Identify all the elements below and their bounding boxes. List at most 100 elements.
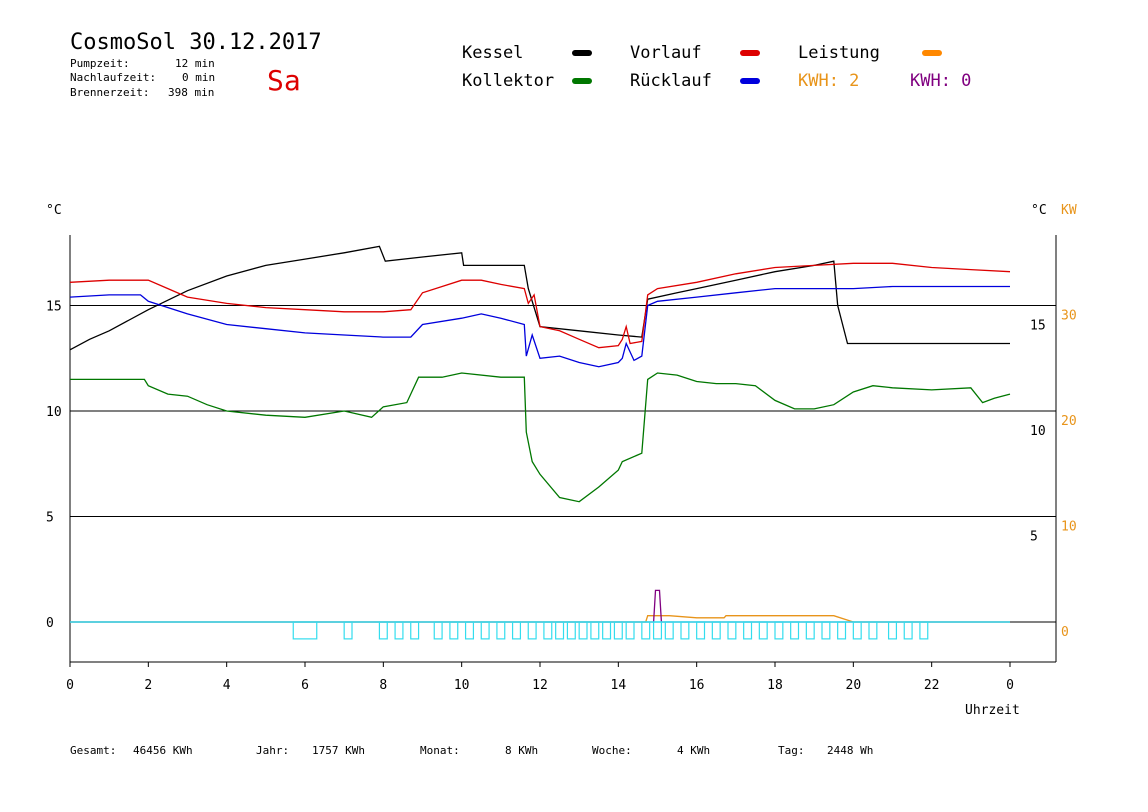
page-title: CosmoSol 30.12.2017 [70, 30, 322, 55]
pump-pulse [343, 621, 353, 640]
y-tick-left: 5 [46, 511, 54, 526]
footer-gesamt-label: Gesamt: [70, 744, 117, 757]
stat-pumpzeit-label: Pumpzeit: [70, 57, 130, 70]
x-tick-label: 16 [689, 678, 705, 693]
x-tick-label: 20 [846, 678, 862, 693]
pump-pulse [758, 621, 768, 640]
pump-pulse [378, 621, 388, 640]
pump-pulse [292, 621, 318, 640]
stat-brennerzeit-label: Brennerzeit: [70, 86, 150, 99]
pump-pulse [527, 621, 537, 640]
x-tick-label: 0 [66, 678, 74, 693]
legend-kwh1-label: KWH: 2 [798, 71, 860, 91]
x-tick-label: 2 [144, 678, 152, 693]
x-tick-label: 6 [301, 678, 309, 693]
pump-pulse [837, 621, 847, 640]
y-axis-label-left: °C [46, 203, 62, 218]
pump-pulse [464, 621, 475, 640]
y-tick-right-kw: 0 [1061, 625, 1069, 640]
series-line-kwh-0 [70, 589, 1010, 623]
legend-kessel-label: Kessel [462, 43, 524, 63]
pump-pulse [590, 621, 600, 640]
pump-pulse [790, 621, 800, 640]
pump-pulse [664, 621, 674, 640]
pump-pulse [652, 621, 663, 640]
series-line-kollektor [70, 372, 1011, 503]
legend-ruecklauf-label: Rücklauf [630, 71, 712, 91]
legend-kollektor-label: Kollektor [462, 71, 555, 91]
x-axis-label: Uhrzeit [965, 703, 1020, 718]
x-tick-label: 10 [454, 678, 470, 693]
y-tick-right-kw: 20 [1061, 414, 1077, 429]
pump-pulse [743, 621, 753, 640]
footer-monat-value: 8 KWh [505, 744, 539, 757]
legend-kessel-swatch [572, 50, 592, 56]
y-tick-left: 0 [46, 616, 54, 631]
y-tick-right: 10 [1030, 424, 1046, 439]
pump-pulse [805, 621, 815, 640]
x-tick-label: 0 [1006, 678, 1014, 693]
pump-pulse [496, 621, 506, 640]
pump-pulse [449, 621, 459, 640]
footer-jahr-label: Jahr: [256, 744, 290, 757]
pump-pulse [680, 621, 690, 640]
legend-vorlauf-label: Vorlauf [630, 43, 702, 63]
stat-nachlaufzeit-value: 0 min [182, 71, 216, 84]
footer-jahr-value: 1757 KWh [312, 744, 365, 757]
legend-leistung-label: Leistung [798, 43, 880, 63]
pump-pulse [919, 621, 929, 640]
pump-pulse [410, 621, 420, 640]
footer-woche-value: 4 KWh [677, 744, 711, 757]
legend-kwh2-label: KWH: 0 [910, 71, 972, 91]
pump-pulse [852, 621, 862, 640]
y-tick-left: 10 [46, 405, 62, 420]
footer-gesamt-value: 46456 KWh [133, 744, 193, 757]
pump-pulse [555, 621, 565, 640]
pump-pulse [613, 621, 623, 640]
legend-ruecklauf-swatch [740, 78, 760, 84]
x-tick-label: 12 [532, 678, 548, 693]
pump-pulse [903, 621, 913, 640]
pump-pulse [711, 621, 721, 640]
pump-pulse [511, 621, 522, 640]
y-tick-right-kw: 30 [1061, 309, 1077, 324]
footer-tag-label: Tag: [778, 744, 805, 757]
y-tick-right: 15 [1030, 319, 1046, 334]
x-tick-label: 4 [223, 678, 231, 693]
footer-monat-label: Monat: [420, 744, 460, 757]
pump-pulse [480, 621, 490, 640]
pump-pulse [602, 621, 612, 640]
legend-leistung-swatch [922, 50, 942, 56]
pump-pulse [868, 621, 878, 640]
series-line-kessel [69, 245, 1010, 351]
x-tick-label: 14 [611, 678, 627, 693]
series-line-vorlauf [69, 262, 1011, 349]
pump-pulse [641, 621, 651, 640]
y-axis-label-right: °C [1031, 203, 1047, 218]
footer-tag-value: 2448 Wh [827, 744, 874, 757]
x-tick-label: 8 [379, 678, 387, 693]
x-tick-label: 22 [924, 678, 940, 693]
y-axis-label-right-kw: KW [1061, 203, 1077, 218]
pump-pulse [887, 621, 898, 640]
weekday-label: Sa [267, 64, 301, 97]
series-line-r-cklauf [69, 285, 1010, 368]
footer-woche-label: Woche: [592, 744, 632, 757]
pump-pulse [578, 621, 588, 640]
y-tick-right: 5 [1030, 530, 1038, 545]
pump-pulse [727, 621, 737, 640]
stat-nachlaufzeit-label: Nachlaufzeit: [70, 71, 157, 84]
pump-pulse [394, 621, 404, 640]
pump-pulse [821, 621, 831, 640]
pump-pulse [566, 621, 576, 640]
pump-pulse [433, 621, 443, 640]
stat-pumpzeit-value: 12 min [175, 57, 215, 70]
stat-brennerzeit-value: 398 min [168, 86, 215, 99]
pump-pulse [625, 621, 635, 640]
pump-pulse [696, 621, 706, 640]
pump-pulse [543, 621, 553, 640]
y-tick-right-kw: 10 [1061, 520, 1077, 535]
legend-vorlauf-swatch [740, 50, 760, 56]
y-tick-left: 15 [46, 300, 62, 315]
